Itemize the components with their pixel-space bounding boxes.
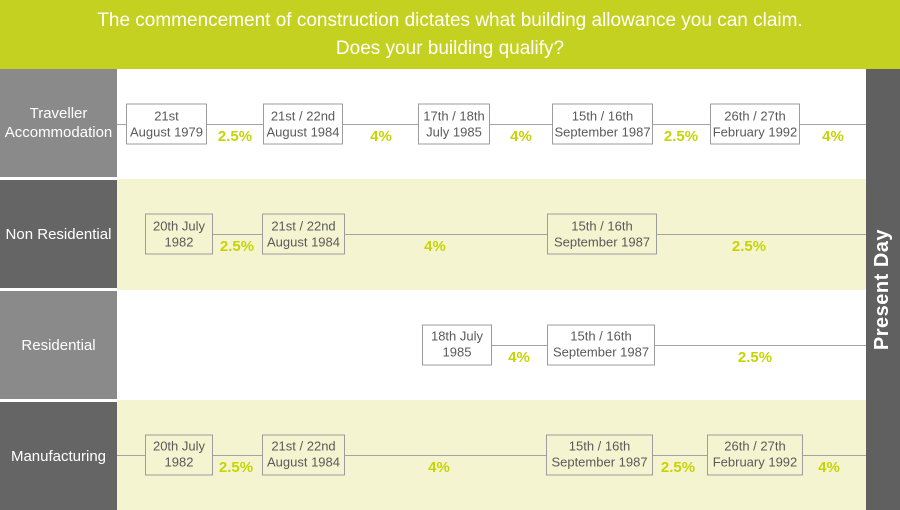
- present-day-label: Present Day: [871, 228, 894, 351]
- date-box: 15th / 16th September 1987: [552, 103, 653, 145]
- date-text: 1982: [164, 454, 194, 470]
- timeline-plot: 21st August 1979 21st / 22nd August 1984 17t…: [117, 69, 866, 510]
- timeline-line: [145, 234, 866, 236]
- date-text: 18th July: [430, 328, 484, 344]
- row-label-text: Manufacturing: [10, 447, 107, 465]
- date-text: 21st / 22nd: [271, 218, 336, 234]
- row-label-non-residential: Non Residential: [0, 177, 117, 288]
- date-box: 17th / 18th July 1985: [418, 103, 490, 145]
- timeline-line: [117, 454, 866, 456]
- date-box: 15th / 16th September 1987: [547, 324, 655, 366]
- date-text: 20th July: [152, 438, 206, 454]
- date-text: 21st / 22nd: [270, 108, 336, 124]
- timeline-line: [117, 124, 866, 126]
- date-box: 20th July 1982: [145, 213, 213, 255]
- allowance-rate-label: 2.5%: [663, 128, 699, 146]
- date-text: September 1987: [554, 124, 651, 140]
- allowance-rate-label: 4%: [424, 238, 446, 256]
- timeline-row-manufacturing: 20th July 1982 21st / 22nd August 1984 15th …: [117, 399, 866, 510]
- date-text: 15th / 16th: [570, 328, 632, 344]
- allowance-rate-label: 2.5%: [217, 128, 253, 146]
- row-label-traveller-accommodation: Traveller Accommodation: [0, 69, 117, 177]
- date-box: 21st August 1979: [126, 103, 207, 145]
- allowance-rate-label: 4%: [370, 128, 392, 146]
- timeline-row-non-residential: 20th July 1982 21st / 22nd August 1984 15th …: [117, 179, 866, 290]
- timeline-row-residential: 18th July 1985 15th / 16th September 1987 4%…: [117, 289, 866, 400]
- date-box: 21st / 22nd August 1984: [262, 434, 345, 476]
- row-label-text: Traveller Accommodation: [4, 105, 113, 141]
- date-box: 26th / 27th February 1992: [710, 103, 800, 145]
- allowance-rate-label: 2.5%: [219, 238, 255, 256]
- date-text: 26th / 27th: [724, 438, 786, 454]
- date-text: September 1987: [553, 234, 651, 250]
- allowance-rate-label: 2.5%: [660, 458, 696, 476]
- date-text: September 1987: [552, 344, 650, 360]
- date-box: 15th / 16th September 1987: [547, 213, 657, 255]
- allowance-rate-label: 2.5%: [737, 348, 773, 366]
- date-text: 21st / 22nd: [271, 438, 336, 454]
- present-day-bar: Present Day: [866, 69, 900, 510]
- allowance-rate-label: 4%: [510, 128, 532, 146]
- date-text: 1982: [164, 234, 194, 250]
- date-box: 20th July 1982: [145, 434, 213, 476]
- row-label-manufacturing: Manufacturing: [0, 399, 117, 510]
- allowance-rate-label: 4%: [822, 128, 844, 146]
- allowance-rate-label: 4%: [508, 348, 530, 366]
- date-text: September 1987: [551, 454, 648, 470]
- date-box: 21st / 22nd August 1984: [263, 103, 343, 145]
- date-box: 18th July 1985: [422, 324, 492, 366]
- date-text: February 1992: [712, 124, 798, 140]
- allowance-rate-label: 2.5%: [731, 238, 767, 256]
- date-text: 21st: [154, 108, 179, 124]
- allowance-rate-label: 2.5%: [218, 458, 254, 476]
- header-title-line2: Does your building qualify?: [335, 37, 565, 59]
- date-text: 15th / 16th: [568, 438, 631, 454]
- date-box: 21st / 22nd August 1984: [262, 213, 345, 255]
- date-box: 15th / 16th September 1987: [546, 434, 653, 476]
- date-text: July 1985: [426, 124, 482, 140]
- date-text: August 1984: [266, 454, 340, 470]
- date-text: August 1984: [266, 234, 340, 250]
- date-text: 1985: [442, 344, 472, 360]
- category-labels-column: Traveller Accommodation Non Residential Re…: [0, 69, 117, 510]
- row-label-text: Non Residential: [5, 225, 112, 243]
- allowance-rate-label: 4%: [428, 458, 450, 476]
- date-text: August 1984: [266, 124, 340, 140]
- date-text: 15th / 16th: [571, 108, 634, 124]
- date-box: 26th / 27th February 1992: [707, 434, 803, 476]
- header-banner: The commencement of construction dictate…: [0, 0, 900, 69]
- timeline-row-traveller-accommodation: 21st August 1979 21st / 22nd August 1984 17t…: [117, 69, 866, 180]
- row-label-residential: Residential: [0, 288, 117, 399]
- date-text: August 1979: [129, 124, 203, 140]
- timeline-body: Traveller Accommodation Non Residential Re…: [0, 69, 900, 510]
- date-text: February 1992: [712, 454, 798, 470]
- date-text: 26th / 27th: [724, 108, 786, 124]
- date-text: 17th / 18th: [423, 108, 485, 124]
- date-text: 15th / 16th: [571, 218, 633, 234]
- header-title-line1: The commencement of construction dictate…: [97, 9, 803, 31]
- date-text: 20th July: [152, 218, 206, 234]
- row-label-text: Residential: [21, 336, 96, 354]
- allowance-rate-label: 4%: [818, 458, 840, 476]
